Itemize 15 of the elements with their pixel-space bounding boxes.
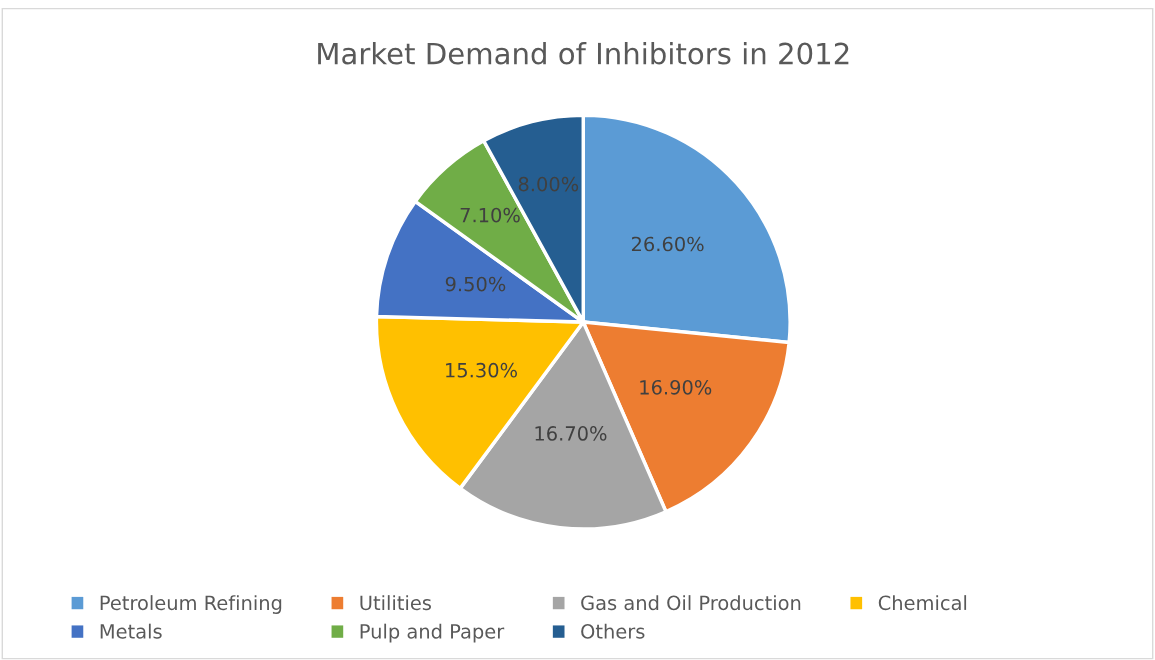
data-label: 9.50% bbox=[445, 276, 506, 292]
data-label: 8.00% bbox=[518, 176, 579, 192]
legend-label: Gas and Oil Production bbox=[581, 595, 801, 611]
data-label: 15.30% bbox=[446, 362, 517, 378]
legend-label: Chemical bbox=[878, 595, 967, 611]
legend-label: Others bbox=[581, 623, 645, 639]
data-label: 26.60% bbox=[631, 236, 704, 252]
data-label: 16.70% bbox=[535, 426, 607, 441]
legend-label: Utilities bbox=[360, 595, 431, 611]
data-label: 16.90% bbox=[640, 379, 712, 395]
chart-title: Market Demand of Inhibitors in 2012 bbox=[318, 41, 849, 65]
data-label: 7.10% bbox=[460, 207, 520, 223]
legend-label: Metals bbox=[100, 623, 162, 639]
legend-label: Pulp and Paper bbox=[360, 623, 505, 643]
legend-label: Petroleum Refining bbox=[100, 595, 282, 614]
